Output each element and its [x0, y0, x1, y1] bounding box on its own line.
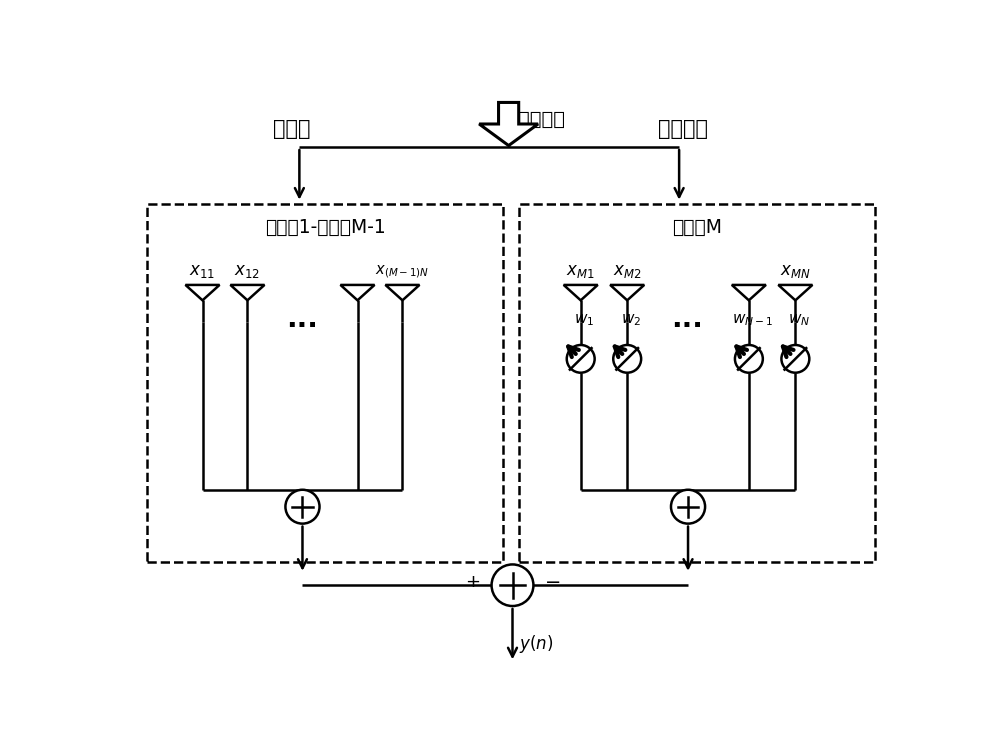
Text: +: + [465, 573, 480, 591]
Text: $x_{12}$: $x_{12}$ [234, 264, 260, 280]
Text: $y(n)$: $y(n)$ [519, 633, 553, 655]
Text: 干扰信号: 干扰信号 [518, 110, 565, 129]
Circle shape [735, 345, 763, 372]
Circle shape [285, 490, 320, 523]
Text: $x_{M2}$: $x_{M2}$ [613, 264, 641, 280]
Text: −: − [545, 573, 561, 592]
Text: $w_{N-1}$: $w_{N-1}$ [732, 312, 773, 328]
Text: $w_2$: $w_2$ [621, 312, 641, 328]
Text: $x_{(M-1)N}$: $x_{(M-1)N}$ [375, 264, 430, 280]
Circle shape [492, 565, 533, 606]
Circle shape [671, 490, 705, 523]
Circle shape [567, 345, 595, 372]
Circle shape [613, 345, 641, 372]
Text: ...: ... [671, 305, 703, 333]
Bar [147, 204, 503, 562]
Text: 子阵兗1-子阵列M-1: 子阵兗1-子阵列M-1 [265, 218, 385, 237]
Text: $w_N$: $w_N$ [788, 312, 810, 328]
Text: $w_1$: $w_1$ [574, 312, 595, 328]
Text: $x_{11}$: $x_{11}$ [189, 264, 216, 280]
Circle shape [781, 345, 809, 372]
Text: 辅助通道: 辅助通道 [658, 119, 708, 140]
Text: ...: ... [286, 305, 318, 333]
Polygon shape [479, 102, 538, 146]
Text: 子阵列M: 子阵列M [672, 218, 722, 237]
Text: $x_{MN}$: $x_{MN}$ [780, 264, 811, 280]
Bar [519, 204, 875, 562]
Text: 主通道: 主通道 [273, 119, 310, 140]
Text: $x_{M1}$: $x_{M1}$ [566, 264, 595, 280]
